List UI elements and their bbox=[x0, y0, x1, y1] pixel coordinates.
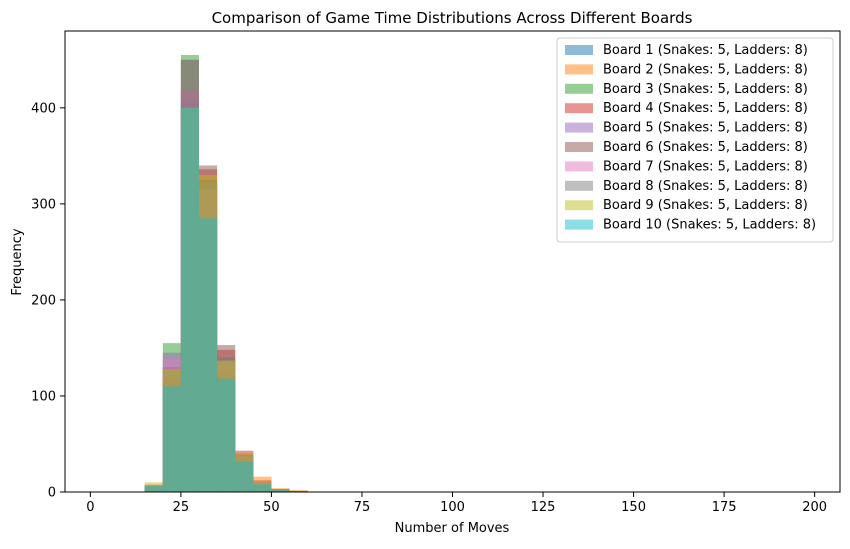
x-tick-label: 25 bbox=[173, 500, 190, 515]
legend-label: Board 3 (Snakes: 5, Ladders: 8) bbox=[603, 82, 808, 97]
legend-label: Board 10 (Snakes: 5, Ladders: 8) bbox=[603, 218, 816, 233]
bar-board-10-bin-5 bbox=[180, 107, 199, 492]
legend-label: Board 1 (Snakes: 5, Ladders: 8) bbox=[603, 43, 808, 58]
x-tick-label: 0 bbox=[86, 500, 94, 515]
plot-frame bbox=[64, 30, 841, 493]
legend-swatch bbox=[565, 122, 593, 133]
bar-board-10-bin-7 bbox=[217, 378, 236, 492]
x-tick-label: 150 bbox=[621, 500, 646, 515]
x-tick-label: 200 bbox=[802, 500, 827, 515]
bar-board-10-bin-4 bbox=[162, 386, 181, 492]
legend-label: Board 2 (Snakes: 5, Ladders: 8) bbox=[603, 62, 808, 77]
legend-label: Board 8 (Snakes: 5, Ladders: 8) bbox=[603, 179, 808, 194]
bars-layer bbox=[144, 55, 308, 493]
y-tick-label: 100 bbox=[31, 389, 56, 404]
legend-swatch bbox=[565, 161, 593, 172]
x-tick-label: 125 bbox=[531, 500, 556, 515]
legend-swatch bbox=[565, 45, 593, 55]
x-tick-label: 100 bbox=[440, 500, 465, 515]
legend-label: Board 7 (Snakes: 5, Ladders: 8) bbox=[603, 159, 808, 174]
bar-board-10-bin-6 bbox=[198, 218, 218, 492]
y-tick-label: 400 bbox=[31, 101, 56, 116]
y-tick-label: 300 bbox=[31, 197, 56, 212]
x-axis-label: Number of Moves bbox=[395, 521, 510, 536]
y-axis-label: Frequency bbox=[10, 228, 25, 295]
y-tick-label: 0 bbox=[48, 486, 56, 501]
legend: Board 1 (Snakes: 5, Ladders: 8) Board 2 (… bbox=[556, 37, 834, 243]
bar-board-10-bin-8 bbox=[235, 461, 254, 492]
legend-label: Board 6 (Snakes: 5, Ladders: 8) bbox=[603, 140, 808, 155]
legend-swatch bbox=[565, 103, 593, 114]
chart-title: Comparison of Game Time Distributions Ac… bbox=[212, 9, 693, 27]
legend-swatch bbox=[565, 64, 593, 75]
bar-board-10-bin-9 bbox=[253, 484, 272, 492]
ticks-layer: 0 25 50 75 100 125 150 175 200 0 100 200 300 400 bbox=[31, 101, 827, 515]
legend-swatch bbox=[565, 180, 593, 191]
x-tick-label: 75 bbox=[354, 500, 371, 515]
legend-label: Board 5 (Snakes: 5, Ladders: 8) bbox=[603, 121, 808, 136]
legend-swatch bbox=[565, 142, 593, 152]
legend-swatch bbox=[565, 200, 593, 211]
x-tick-label: 50 bbox=[263, 500, 280, 515]
legend-label: Board 4 (Snakes: 5, Ladders: 8) bbox=[603, 101, 808, 116]
legend-swatch bbox=[565, 219, 593, 230]
bar-board-10-bin-3 bbox=[144, 486, 163, 492]
x-tick-label: 175 bbox=[712, 500, 737, 515]
y-tick-label: 200 bbox=[31, 293, 56, 308]
bar-board-10-bin-10 bbox=[271, 490, 290, 492]
legend-box bbox=[556, 37, 834, 243]
legend-swatch bbox=[565, 83, 593, 94]
legend-label: Board 9 (Snakes: 5, Ladders: 8) bbox=[603, 198, 808, 213]
